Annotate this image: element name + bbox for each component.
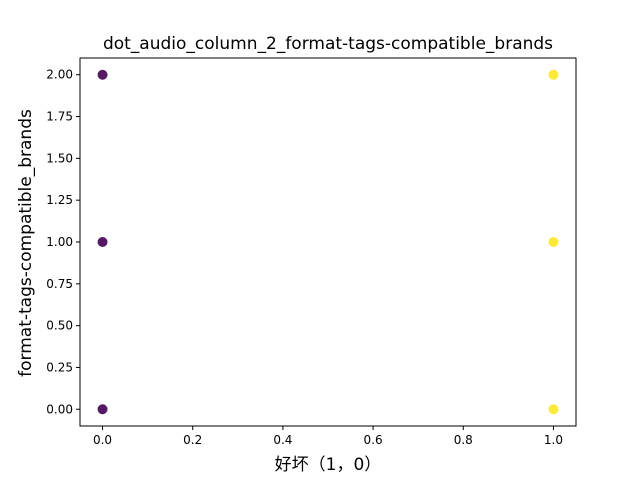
x-tick-label: 0.2: [183, 433, 202, 447]
y-tick-label: 1.75: [46, 110, 73, 124]
x-tick-label: 1.0: [544, 433, 563, 447]
y-tick-label: 0.75: [46, 277, 73, 291]
data-point: [548, 69, 559, 80]
data-point: [97, 404, 108, 415]
chart-title: dot_audio_column_2_format-tags-compatibl…: [103, 34, 553, 54]
y-tick-label: 0.00: [46, 402, 73, 416]
x-axis-ticks: 0.0 0.2 0.4 0.6 0.8 1.0: [93, 426, 563, 447]
x-tick-label: 0.4: [273, 433, 292, 447]
data-point: [97, 237, 108, 247]
plot-area: [79, 57, 577, 427]
y-tick-label: 0.50: [46, 319, 73, 333]
data-points: [97, 69, 559, 415]
x-tick-label: 0.0: [93, 433, 112, 447]
y-axis-label: format-tags-compatible_brands: [16, 109, 36, 377]
y-axis-ticks: 0.00 0.25 0.50 0.75 1.00 1.25 1.50 1.75 2.00: [46, 68, 80, 416]
y-tick-label: 1.25: [46, 193, 73, 207]
data-point: [548, 237, 559, 247]
y-tick-label: 1.00: [46, 235, 73, 249]
x-axis-label: 好坏（1，0）: [275, 455, 382, 475]
y-tick-label: 1.50: [46, 151, 73, 165]
plot-frame: [79, 57, 577, 427]
y-tick-label: 2.00: [46, 68, 73, 82]
x-tick-label: 0.8: [454, 433, 473, 447]
data-point: [548, 404, 559, 415]
y-tick-label: 0.25: [46, 360, 73, 374]
data-point: [97, 69, 108, 80]
x-tick-label: 0.6: [364, 433, 383, 447]
